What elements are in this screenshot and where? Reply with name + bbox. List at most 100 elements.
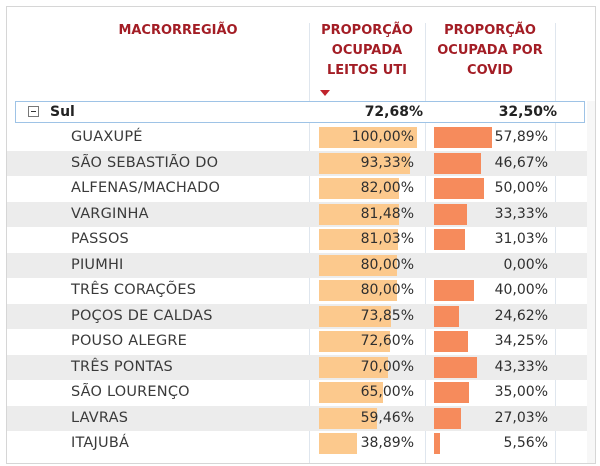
row-region-name: POUSO ALEGRE (71, 333, 188, 349)
covid-value: 0,00% (503, 256, 548, 273)
beds-value: 73,85% (360, 307, 414, 324)
covid-bar-cell (434, 229, 534, 250)
covid-value: 34,25% (494, 333, 548, 349)
beds-bar-cell (319, 280, 417, 301)
covid-value: 35,00% (494, 384, 548, 400)
beds-data-bar (319, 433, 358, 454)
table-row[interactable]: SÃO LOURENÇO 65,00% 35,00% (7, 380, 595, 406)
column-divider (555, 23, 556, 463)
beds-bar-cell (319, 382, 417, 403)
covid-data-bar (434, 203, 468, 225)
row-region-name: VARGINHA (71, 205, 149, 222)
covid-data-bar (434, 229, 466, 250)
beds-data-bar (319, 152, 411, 174)
collapse-icon[interactable] (28, 106, 39, 117)
table-row[interactable]: PIUMHI 80,00% 0,00% (7, 252, 595, 278)
beds-value: 81,03% (360, 231, 414, 247)
covid-bar-cell (434, 178, 534, 199)
covid-bar-cell (434, 433, 534, 454)
covid-data-bar (434, 433, 440, 454)
table-row[interactable]: ITAJUBÁ 38,89% 5,56% (7, 431, 595, 457)
covid-value: 31,03% (494, 231, 548, 247)
beds-value: 80,00% (360, 256, 414, 273)
beds-bar-cell (319, 433, 417, 454)
table-row[interactable]: TRÊS PONTAS 70,00% 43,33% (7, 354, 595, 380)
total-beds-value: 72,68% (364, 104, 423, 120)
table-row[interactable]: POUSO ALEGRE 72,60% 34,25% (7, 329, 595, 355)
beds-value: 80,00% (360, 282, 414, 298)
covid-bar-cell (434, 407, 534, 429)
total-covid-value: 32,50% (498, 104, 557, 120)
beds-value: 93,33% (360, 154, 414, 171)
table-row[interactable]: ALFENAS/MACHADO 82,00% 50,00% (7, 176, 595, 202)
table-row[interactable]: GUAXUPÉ 100,00% 57,89% (7, 125, 595, 151)
covid-value: 50,00% (494, 180, 548, 196)
table-row[interactable]: SÃO SEBASTIÃO DO 93,33% 46,67% (7, 150, 595, 176)
covid-value: 43,33% (494, 358, 548, 375)
covid-value: 5,56% (503, 435, 548, 451)
beds-data-bar (319, 229, 399, 250)
beds-bar-cell (319, 203, 417, 225)
beds-data-bar (319, 407, 378, 429)
table-row[interactable]: LAVRAS 59,46% 27,03% (7, 405, 595, 431)
beds-value: 59,46% (360, 409, 414, 426)
sort-descending-icon[interactable] (320, 90, 330, 96)
covid-data-bar (434, 127, 492, 148)
row-region-name: LAVRAS (71, 409, 129, 426)
beds-data-bar (319, 203, 399, 225)
header-occupied-beds[interactable]: PROPORÇÃO OCUPADA LEITOS UTI (321, 23, 413, 78)
covid-bar-cell (434, 280, 534, 301)
covid-data-bar (434, 152, 481, 174)
scrollbar[interactable] (587, 101, 595, 463)
table-row[interactable]: POÇOS DE CALDAS 73,85% 24,62% (7, 303, 595, 329)
beds-bar-cell (319, 305, 417, 327)
beds-bar-cell (319, 331, 417, 352)
beds-data-bar (319, 305, 392, 327)
covid-bar-cell (434, 331, 534, 352)
beds-value: 70,00% (360, 358, 414, 375)
beds-bar-cell (319, 356, 417, 378)
beds-data-bar (319, 254, 398, 276)
covid-bar-cell (434, 382, 534, 403)
covid-data-bar (434, 178, 484, 199)
beds-value: 65,00% (360, 384, 414, 400)
covid-bar-cell (434, 127, 534, 148)
covid-value: 57,89% (494, 129, 548, 145)
header-occupied-covid[interactable]: PROPORÇÃO OCUPADA POR COVID (437, 23, 543, 78)
beds-data-bar (319, 356, 388, 378)
row-region-name: PASSOS (71, 231, 129, 247)
table-header: MACRORREGIÃO PROPORÇÃO OCUPADA LEITOS UT… (7, 7, 595, 99)
beds-value: 38,89% (360, 435, 414, 451)
matrix-visual: MACRORREGIÃO PROPORÇÃO OCUPADA LEITOS UT… (6, 6, 596, 464)
row-region-name: SÃO SEBASTIÃO DO (71, 154, 219, 171)
total-row[interactable]: Sul 72,68% 32,50% (15, 101, 585, 123)
header-region[interactable]: MACRORREGIÃO (118, 23, 238, 38)
beds-data-bar (319, 331, 391, 352)
table-row[interactable]: PASSOS 81,03% 31,03% (7, 227, 595, 253)
row-region-name: PIUMHI (71, 256, 124, 273)
covid-data-bar (434, 331, 469, 352)
beds-bar-cell (319, 178, 417, 199)
beds-bar-cell (319, 127, 417, 148)
covid-bar-cell (434, 152, 534, 174)
beds-bar-cell (319, 254, 417, 276)
beds-data-bar (319, 127, 417, 148)
beds-value: 100,00% (351, 129, 414, 145)
covid-bar-cell (434, 356, 534, 378)
row-region-name: TRÊS PONTAS (71, 358, 173, 375)
table-row[interactable]: VARGINHA 81,48% 33,33% (7, 201, 595, 227)
beds-value: 72,60% (360, 333, 414, 349)
beds-data-bar (319, 280, 398, 301)
row-region-name: TRÊS CORAÇÕES (71, 282, 197, 298)
column-divider (425, 23, 426, 463)
beds-value: 81,48% (360, 205, 414, 222)
covid-bar-cell (434, 305, 534, 327)
beds-bar-cell (319, 229, 417, 250)
covid-data-bar (434, 305, 459, 327)
beds-bar-cell (319, 407, 417, 429)
covid-value: 24,62% (494, 307, 548, 324)
table-row[interactable]: TRÊS CORAÇÕES 80,00% 40,00% (7, 278, 595, 304)
covid-data-bar (434, 280, 474, 301)
covid-value: 27,03% (494, 409, 548, 426)
column-divider (309, 23, 310, 463)
